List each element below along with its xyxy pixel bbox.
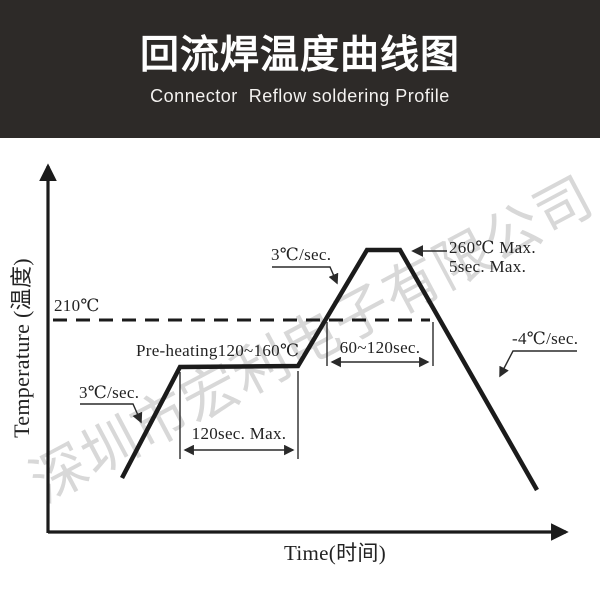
above210-duration-label: 60~120sec. — [339, 338, 421, 357]
y-axis-label: Temperature (温度) — [9, 258, 34, 438]
preheat-label: Pre-heating120~160℃ — [136, 341, 300, 360]
page-title: 回流焊温度曲线图 — [139, 34, 460, 77]
peak-label: 260℃ Max. 5sec. Max. — [449, 238, 536, 276]
peak-temp-label: 260℃ Max. — [449, 238, 536, 257]
profile-curve — [120, 247, 539, 492]
cooling-rate-label: -4℃/sec. — [512, 329, 579, 348]
ramp2-rate-label: 3℃/sec. — [271, 245, 332, 264]
leader-ramp2 — [272, 266, 339, 285]
header: 回流焊温度曲线图 Connector Reflow soldering Prof… — [0, 0, 600, 138]
preheat-duration-label: 120sec. Max. — [191, 424, 287, 443]
peak-duration-label: 5sec. Max. — [449, 257, 527, 276]
page-subtitle: Connector Reflow soldering Profile — [150, 86, 450, 106]
leader-cooling — [499, 350, 577, 378]
ramp1-rate-label: 3℃/sec. — [79, 383, 140, 402]
threshold-label: 210℃ — [54, 296, 100, 315]
leader-ramp1 — [80, 403, 143, 424]
x-axis-label: Time(时间) — [284, 541, 386, 565]
